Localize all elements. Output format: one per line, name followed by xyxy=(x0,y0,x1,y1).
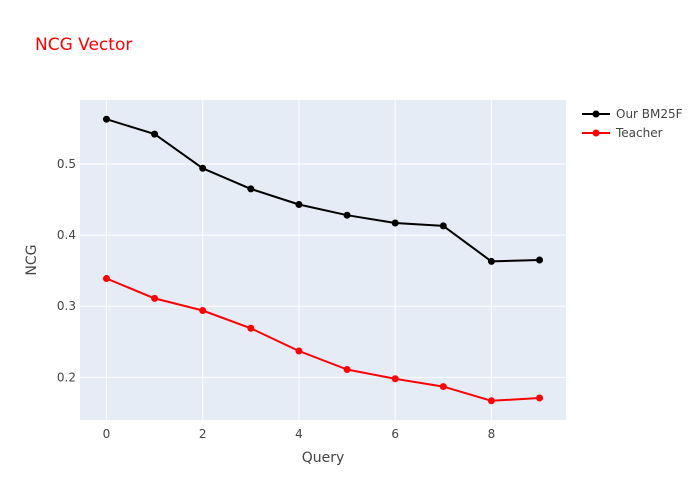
data-point-our-bm25f xyxy=(102,115,110,123)
y-axis-title: NCG xyxy=(24,244,40,275)
data-point-our-bm25f xyxy=(536,256,544,264)
data-point-our-bm25f xyxy=(391,219,399,227)
x-tick-label: 0 xyxy=(103,427,111,441)
data-point-our-bm25f xyxy=(295,201,303,209)
x-tick-label: 6 xyxy=(391,427,399,441)
x-tick-label: 2 xyxy=(199,427,207,441)
chart-title: NCG Vector xyxy=(35,35,132,55)
y-tick-label: 0.2 xyxy=(57,370,76,384)
grid-lines xyxy=(80,100,566,420)
series-line-our-bm25f xyxy=(106,118,540,263)
legend[interactable]: Our BM25F Teacher xyxy=(582,107,683,140)
legend-item-teacher[interactable]: Teacher xyxy=(582,126,663,140)
legend-marker-teacher xyxy=(592,129,600,137)
data-point-teacher xyxy=(343,366,351,374)
x-axis-title: Query xyxy=(302,450,345,466)
data-point-teacher xyxy=(439,383,447,391)
data-point-teacher xyxy=(102,274,110,282)
data-point-teacher xyxy=(295,347,303,355)
y-tick-label: 0.3 xyxy=(57,299,76,313)
data-point-our-bm25f xyxy=(343,211,351,219)
legend-marker-our-bm25f xyxy=(592,110,600,118)
data-point-our-bm25f xyxy=(151,130,159,138)
data-point-our-bm25f xyxy=(247,185,255,193)
data-point-teacher xyxy=(391,375,399,383)
legend-label-our-bm25f: Our BM25F xyxy=(616,107,683,121)
data-point-teacher xyxy=(199,306,207,314)
x-axis-ticks: 0 2 4 6 8 xyxy=(103,427,496,441)
x-tick-label: 8 xyxy=(488,427,496,441)
plot-area xyxy=(80,100,566,420)
y-axis-ticks: 0.2 0.3 0.4 0.5 xyxy=(57,157,76,384)
data-point-our-bm25f xyxy=(487,257,495,265)
data-point-our-bm25f xyxy=(199,164,207,172)
legend-label-teacher: Teacher xyxy=(615,126,663,140)
legend-item-our-bm25f[interactable]: Our BM25F xyxy=(582,107,683,121)
data-point-our-bm25f xyxy=(439,222,447,230)
data-point-teacher xyxy=(247,324,255,332)
x-tick-label: 4 xyxy=(295,427,303,441)
data-point-teacher xyxy=(151,294,159,302)
series-group xyxy=(102,115,544,405)
y-tick-label: 0.5 xyxy=(57,157,76,171)
series-line-teacher xyxy=(106,277,540,402)
data-point-teacher xyxy=(536,394,544,402)
y-tick-label: 0.4 xyxy=(57,228,76,242)
data-point-teacher xyxy=(487,397,495,405)
